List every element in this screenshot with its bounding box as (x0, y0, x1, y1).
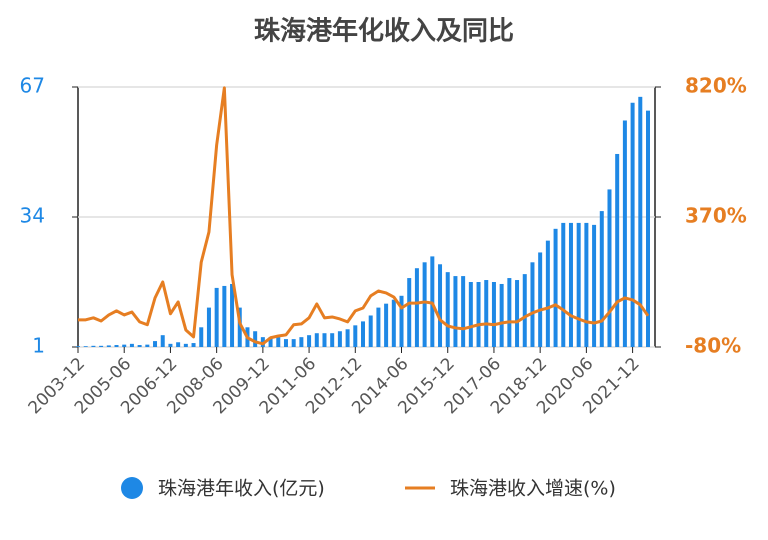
bar (576, 222, 581, 347)
bar (76, 346, 80, 347)
bar (353, 325, 358, 347)
y2-tick-label: 370% (685, 204, 747, 228)
bar (468, 282, 473, 347)
bar (615, 153, 620, 347)
bar (530, 262, 535, 347)
bar (137, 345, 142, 347)
bar (191, 343, 196, 347)
bar (599, 211, 604, 347)
bar (376, 307, 381, 347)
bar (145, 344, 150, 347)
bar (453, 276, 458, 347)
bar (630, 102, 635, 348)
bar (391, 299, 396, 347)
bar (214, 287, 219, 347)
bar (337, 331, 342, 347)
bar (407, 278, 412, 347)
bar (445, 272, 450, 347)
y-tick-label: 34 (20, 204, 45, 228)
bar (83, 346, 88, 347)
bar (646, 110, 650, 348)
bar (361, 321, 365, 347)
bar (176, 342, 181, 347)
bar (230, 283, 235, 347)
bar (368, 315, 373, 347)
bar (276, 337, 281, 347)
bar (299, 337, 304, 347)
bar (622, 120, 627, 347)
bar (291, 339, 296, 347)
bar (106, 345, 111, 347)
bar (414, 268, 419, 347)
bar (561, 222, 566, 347)
bar (438, 264, 443, 347)
bar (461, 276, 466, 347)
bar (99, 345, 104, 347)
y2-tick-label: -80% (685, 334, 741, 358)
bar (330, 333, 335, 347)
bar (484, 280, 489, 347)
legend-label: 珠海港收入增速(%) (450, 478, 616, 500)
y-tick-label: 67 (20, 74, 45, 98)
legend-label: 珠海港年收入(亿元) (158, 478, 325, 500)
bar (384, 303, 389, 347)
bar (607, 189, 612, 347)
bar (268, 337, 273, 347)
bar (491, 282, 496, 347)
bar (253, 331, 258, 347)
bar (568, 222, 573, 347)
bar (206, 307, 211, 347)
bar (322, 333, 327, 347)
bar (345, 329, 350, 347)
bar (168, 343, 173, 347)
bar (160, 335, 165, 347)
bar (515, 280, 520, 347)
bar (422, 262, 427, 347)
bar (129, 343, 134, 347)
bar (507, 278, 512, 347)
bar (222, 285, 227, 347)
bar (199, 327, 204, 347)
bar (122, 344, 127, 347)
bar (91, 345, 96, 347)
bar (114, 345, 119, 347)
bar (545, 240, 550, 347)
bar (399, 295, 404, 347)
bar (153, 341, 158, 347)
chart-title: 珠海港年化收入及同比 (254, 16, 514, 47)
y-tick-label: 1 (32, 334, 45, 358)
bar (522, 274, 527, 347)
bar (314, 333, 319, 347)
bar (283, 339, 288, 347)
bar (592, 224, 597, 347)
bar (307, 335, 312, 347)
y2-tick-label: 820% (685, 74, 747, 98)
bar (638, 96, 643, 348)
bar (237, 307, 242, 347)
bar (499, 283, 504, 347)
line (78, 86, 650, 346)
bar (584, 222, 589, 347)
bar (183, 343, 188, 347)
bar (553, 228, 558, 347)
legend-marker (121, 477, 143, 499)
bar (538, 252, 543, 347)
bar (476, 282, 481, 347)
